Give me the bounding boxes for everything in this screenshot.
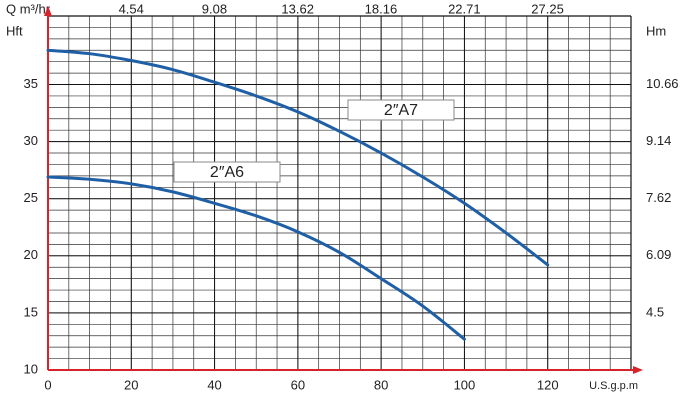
x2-tick-label: 27.25 <box>531 1 564 16</box>
y-tick-label: 15 <box>24 304 38 319</box>
x2-tick-label: 22.71 <box>448 1 481 16</box>
y-tick-label: 35 <box>24 76 38 91</box>
x-axis-label: U.S.g.p.m <box>589 380 638 392</box>
y-axis-label: Hft <box>6 23 23 38</box>
y-axis-arrow <box>44 6 52 16</box>
x2-tick-label: 18.16 <box>365 1 398 16</box>
x2-tick-label: 4.54 <box>119 1 144 16</box>
y2-tick-label: 4.5 <box>646 304 664 319</box>
x-tick-label: 100 <box>454 377 476 392</box>
x-tick-label: 120 <box>537 377 559 392</box>
x-axis-arrow <box>633 366 643 374</box>
curve <box>46 48 550 267</box>
x2-tick-label: 9.08 <box>202 1 227 16</box>
x-tick-label: 80 <box>374 377 388 392</box>
x-tick-label: 40 <box>207 377 221 392</box>
legend-box <box>173 161 281 183</box>
x-tick-label: 60 <box>291 377 305 392</box>
y2-tick-label: 10.66 <box>646 76 679 91</box>
y2-axis-label: Hm <box>646 23 666 38</box>
legend-box <box>347 99 455 121</box>
y-tick-label: 30 <box>24 133 38 148</box>
x2-tick-label: 13.62 <box>281 1 314 16</box>
y2-tick-label: 7.62 <box>646 190 671 205</box>
y-tick-label: 10 <box>24 361 38 376</box>
curve <box>46 175 466 341</box>
x-tick-label: 20 <box>124 377 138 392</box>
x-tick-label: 0 <box>44 377 51 392</box>
legend-label: 2″A7 <box>384 102 418 119</box>
y-tick-label: 25 <box>24 190 38 205</box>
y2-tick-label: 6.09 <box>646 247 671 262</box>
y-tick-label: 20 <box>24 247 38 262</box>
legend-label: 2″A6 <box>210 164 244 181</box>
y2-tick-label: 9.14 <box>646 133 671 148</box>
x2-axis-label: Q m³/hr <box>6 1 51 16</box>
